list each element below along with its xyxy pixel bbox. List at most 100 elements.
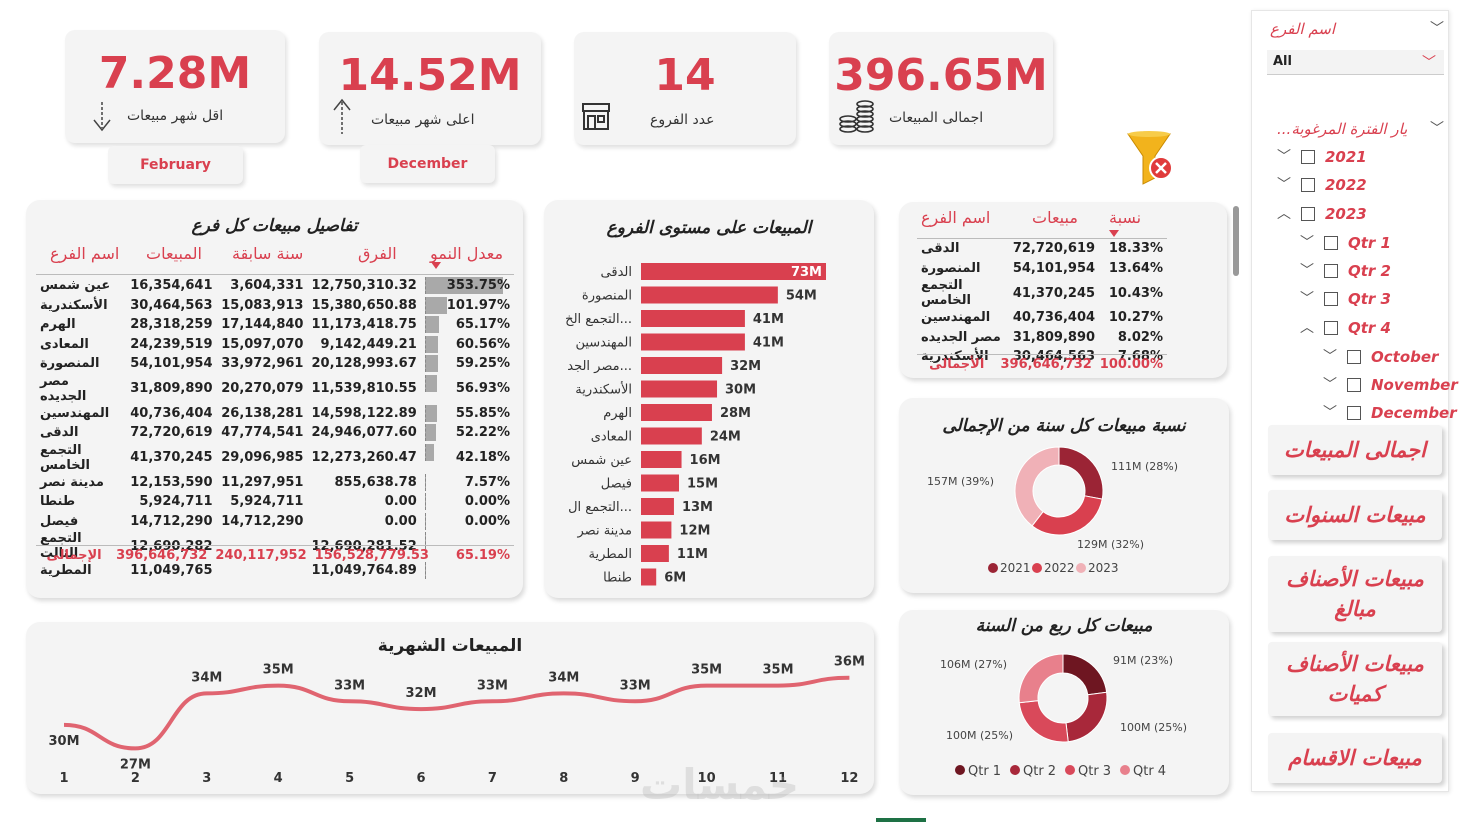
table-row[interactable]: المنصورة 54,101,954 13.64%: [917, 259, 1167, 279]
chevron-down-icon[interactable]: ﹀: [1277, 177, 1291, 193]
slice[interactable]: [1062, 653, 1108, 696]
bar[interactable]: [641, 404, 712, 421]
data-label: 157M (39%): [927, 475, 994, 488]
chevron-up-icon[interactable]: ︿: [1277, 206, 1291, 222]
bar[interactable]: [641, 263, 826, 280]
table-row[interactable]: المهندسين 40,736,404 10.27%: [917, 308, 1167, 328]
legend-label[interactable]: 2023: [1088, 561, 1119, 575]
data-label: 129M (32%): [1077, 538, 1144, 551]
table-row[interactable]: طنطا 5,924,711 5,924,711 0.00 0.00%: [36, 492, 514, 512]
table-row[interactable]: الدقى 72,720,619 18.33%: [917, 239, 1167, 259]
legend-label[interactable]: Qtr 1: [968, 764, 1001, 779]
table-row[interactable]: مصر الجديده 31,809,890 8.02%: [917, 328, 1167, 348]
legend-label[interactable]: 2021: [1000, 561, 1031, 575]
bar[interactable]: [641, 568, 657, 586]
slicer-item-label[interactable]: 2021: [1325, 148, 1367, 166]
slicer-item-label[interactable]: Qtr 3: [1348, 290, 1391, 308]
bar[interactable]: [641, 474, 680, 492]
bar[interactable]: [641, 380, 718, 398]
table-row[interactable]: التجمع الخامس 41,370,245 29,096,985 12,273,…: [36, 443, 514, 473]
growth-bar: [424, 443, 435, 461]
chevron-down-icon[interactable]: ﹀: [1430, 121, 1444, 137]
table-row[interactable]: الأسكندرية 30,464,563 15,083,913 15,380,650…: [36, 296, 514, 316]
slicer-item-label[interactable]: October: [1371, 348, 1439, 366]
slicer-item-label[interactable]: Qtr 1: [1348, 234, 1391, 252]
slice[interactable]: [1031, 495, 1103, 536]
slicer-item-label[interactable]: Qtr 2: [1348, 262, 1391, 280]
bar[interactable]: [641, 310, 745, 327]
nav-departments-button[interactable]: مبيعات الاقسام: [1268, 733, 1442, 783]
table-row[interactable]: الأسكندرية 30,464,563 7.68%: [917, 347, 1167, 367]
chevron-up-icon[interactable]: ︿: [1300, 320, 1314, 336]
cell-sales: 40,736,404: [1012, 310, 1096, 326]
checkbox[interactable]: [1301, 207, 1315, 221]
table-row[interactable]: المنصورة 54,101,954 33,972,961 20,128,993.6…: [36, 354, 514, 374]
slice[interactable]: [1018, 653, 1064, 704]
scrollbar[interactable]: [1233, 206, 1239, 276]
growth-bar: [424, 424, 437, 441]
table-row[interactable]: التجمع التالت 12,690,282 12,690,281.52: [36, 531, 514, 561]
table-row[interactable]: مدينة نصر 12,153,590 11,297,951 855,638.78 7…: [36, 473, 514, 493]
checkbox[interactable]: [1324, 321, 1338, 335]
branch-dropdown[interactable]: All ﹀: [1267, 50, 1444, 75]
nav-items-amount-button[interactable]: مبيعات الأصناف مبالغ: [1268, 556, 1442, 632]
bar[interactable]: [641, 286, 778, 304]
legend-label[interactable]: Qtr 2: [1023, 764, 1056, 779]
table-row[interactable]: عين شمس 16,354,641 3,604,331 12,750,310.32 3…: [36, 276, 514, 296]
chevron-down-icon[interactable]: ﹀: [1277, 149, 1291, 165]
legend-label[interactable]: 2022: [1044, 561, 1075, 575]
slicer-item-label[interactable]: December: [1371, 404, 1457, 422]
table-row[interactable]: التجمع الخامس 41,370,245 10.43%: [917, 278, 1167, 308]
nav-total-sales-button[interactable]: اجمالى المبيعات: [1268, 425, 1442, 475]
checkbox[interactable]: [1324, 292, 1338, 306]
checkbox[interactable]: [1301, 178, 1315, 192]
total-sales: 396,646,732: [116, 548, 208, 564]
chevron-down-icon[interactable]: ﹀: [1323, 405, 1337, 421]
bar[interactable]: [641, 451, 682, 468]
table-row[interactable]: الهرم 28,318,259 17,144,840 11,173,418.75 65…: [36, 315, 514, 335]
table-row[interactable]: الدقى 72,720,619 47,774,541 24,946,077.60 52…: [36, 423, 514, 443]
table-row[interactable]: المعادى 24,239,519 15,097,070 9,142,449.21 6…: [36, 335, 514, 355]
chevron-down-icon[interactable]: ﹀: [1300, 235, 1314, 251]
bar[interactable]: [641, 357, 723, 374]
chevron-down-icon[interactable]: ﹀: [1300, 291, 1314, 307]
table-row[interactable]: المطرية 11,049,765 11,049,764.89: [36, 561, 514, 581]
slicer-item-label[interactable]: 2022: [1325, 176, 1367, 194]
data-label: 111M (28%): [1111, 460, 1178, 473]
bar[interactable]: [641, 545, 669, 562]
checkbox[interactable]: [1347, 378, 1361, 392]
checkbox[interactable]: [1324, 236, 1338, 250]
chevron-down-icon[interactable]: ﹀: [1323, 377, 1337, 393]
table-row[interactable]: مصر الجديده 31,809,890 20,270,079 11,539,81…: [36, 374, 514, 404]
legend-label[interactable]: Qtr 3: [1078, 764, 1111, 779]
checkbox[interactable]: [1301, 150, 1315, 164]
nav-years-sales-button[interactable]: مبيعات السنوات: [1268, 490, 1442, 540]
slicer-item-label[interactable]: 2023: [1325, 205, 1367, 223]
category-label: التجمع الخ...: [565, 312, 632, 327]
nav-items-qty-button[interactable]: مبيعات الأصناف كميات: [1268, 642, 1442, 716]
series-line[interactable]: [63, 675, 850, 751]
checkbox[interactable]: [1347, 406, 1361, 420]
legend-label[interactable]: Qtr 4: [1133, 764, 1166, 779]
checkbox[interactable]: [1347, 350, 1361, 364]
chevron-down-icon[interactable]: ﹀: [1430, 21, 1444, 37]
table-row[interactable]: فيصل 14,712,290 14,712,290 0.00 0.00%: [36, 512, 514, 532]
bar[interactable]: [641, 498, 674, 515]
chevron-down-icon[interactable]: ﹀: [1300, 263, 1314, 279]
slice[interactable]: [1014, 446, 1060, 527]
slice[interactable]: [1058, 446, 1104, 500]
bar[interactable]: [641, 427, 702, 445]
clear-filter-icon[interactable]: [1125, 128, 1177, 190]
bar[interactable]: [641, 521, 672, 539]
slice[interactable]: [1065, 691, 1108, 743]
chevron-down-icon[interactable]: ﹀: [1323, 349, 1337, 365]
slice[interactable]: [1018, 700, 1069, 743]
category-label: الدقى: [601, 265, 632, 280]
cell-prev: 26,138,281: [221, 405, 304, 421]
coins-icon: [839, 100, 874, 133]
bar[interactable]: [641, 333, 745, 351]
table-row[interactable]: المهندسين 40,736,404 26,138,281 14,598,122.…: [36, 404, 514, 424]
checkbox[interactable]: [1324, 264, 1338, 278]
slicer-item-label[interactable]: November: [1371, 376, 1458, 394]
slicer-item-label[interactable]: Qtr 4: [1348, 319, 1391, 337]
